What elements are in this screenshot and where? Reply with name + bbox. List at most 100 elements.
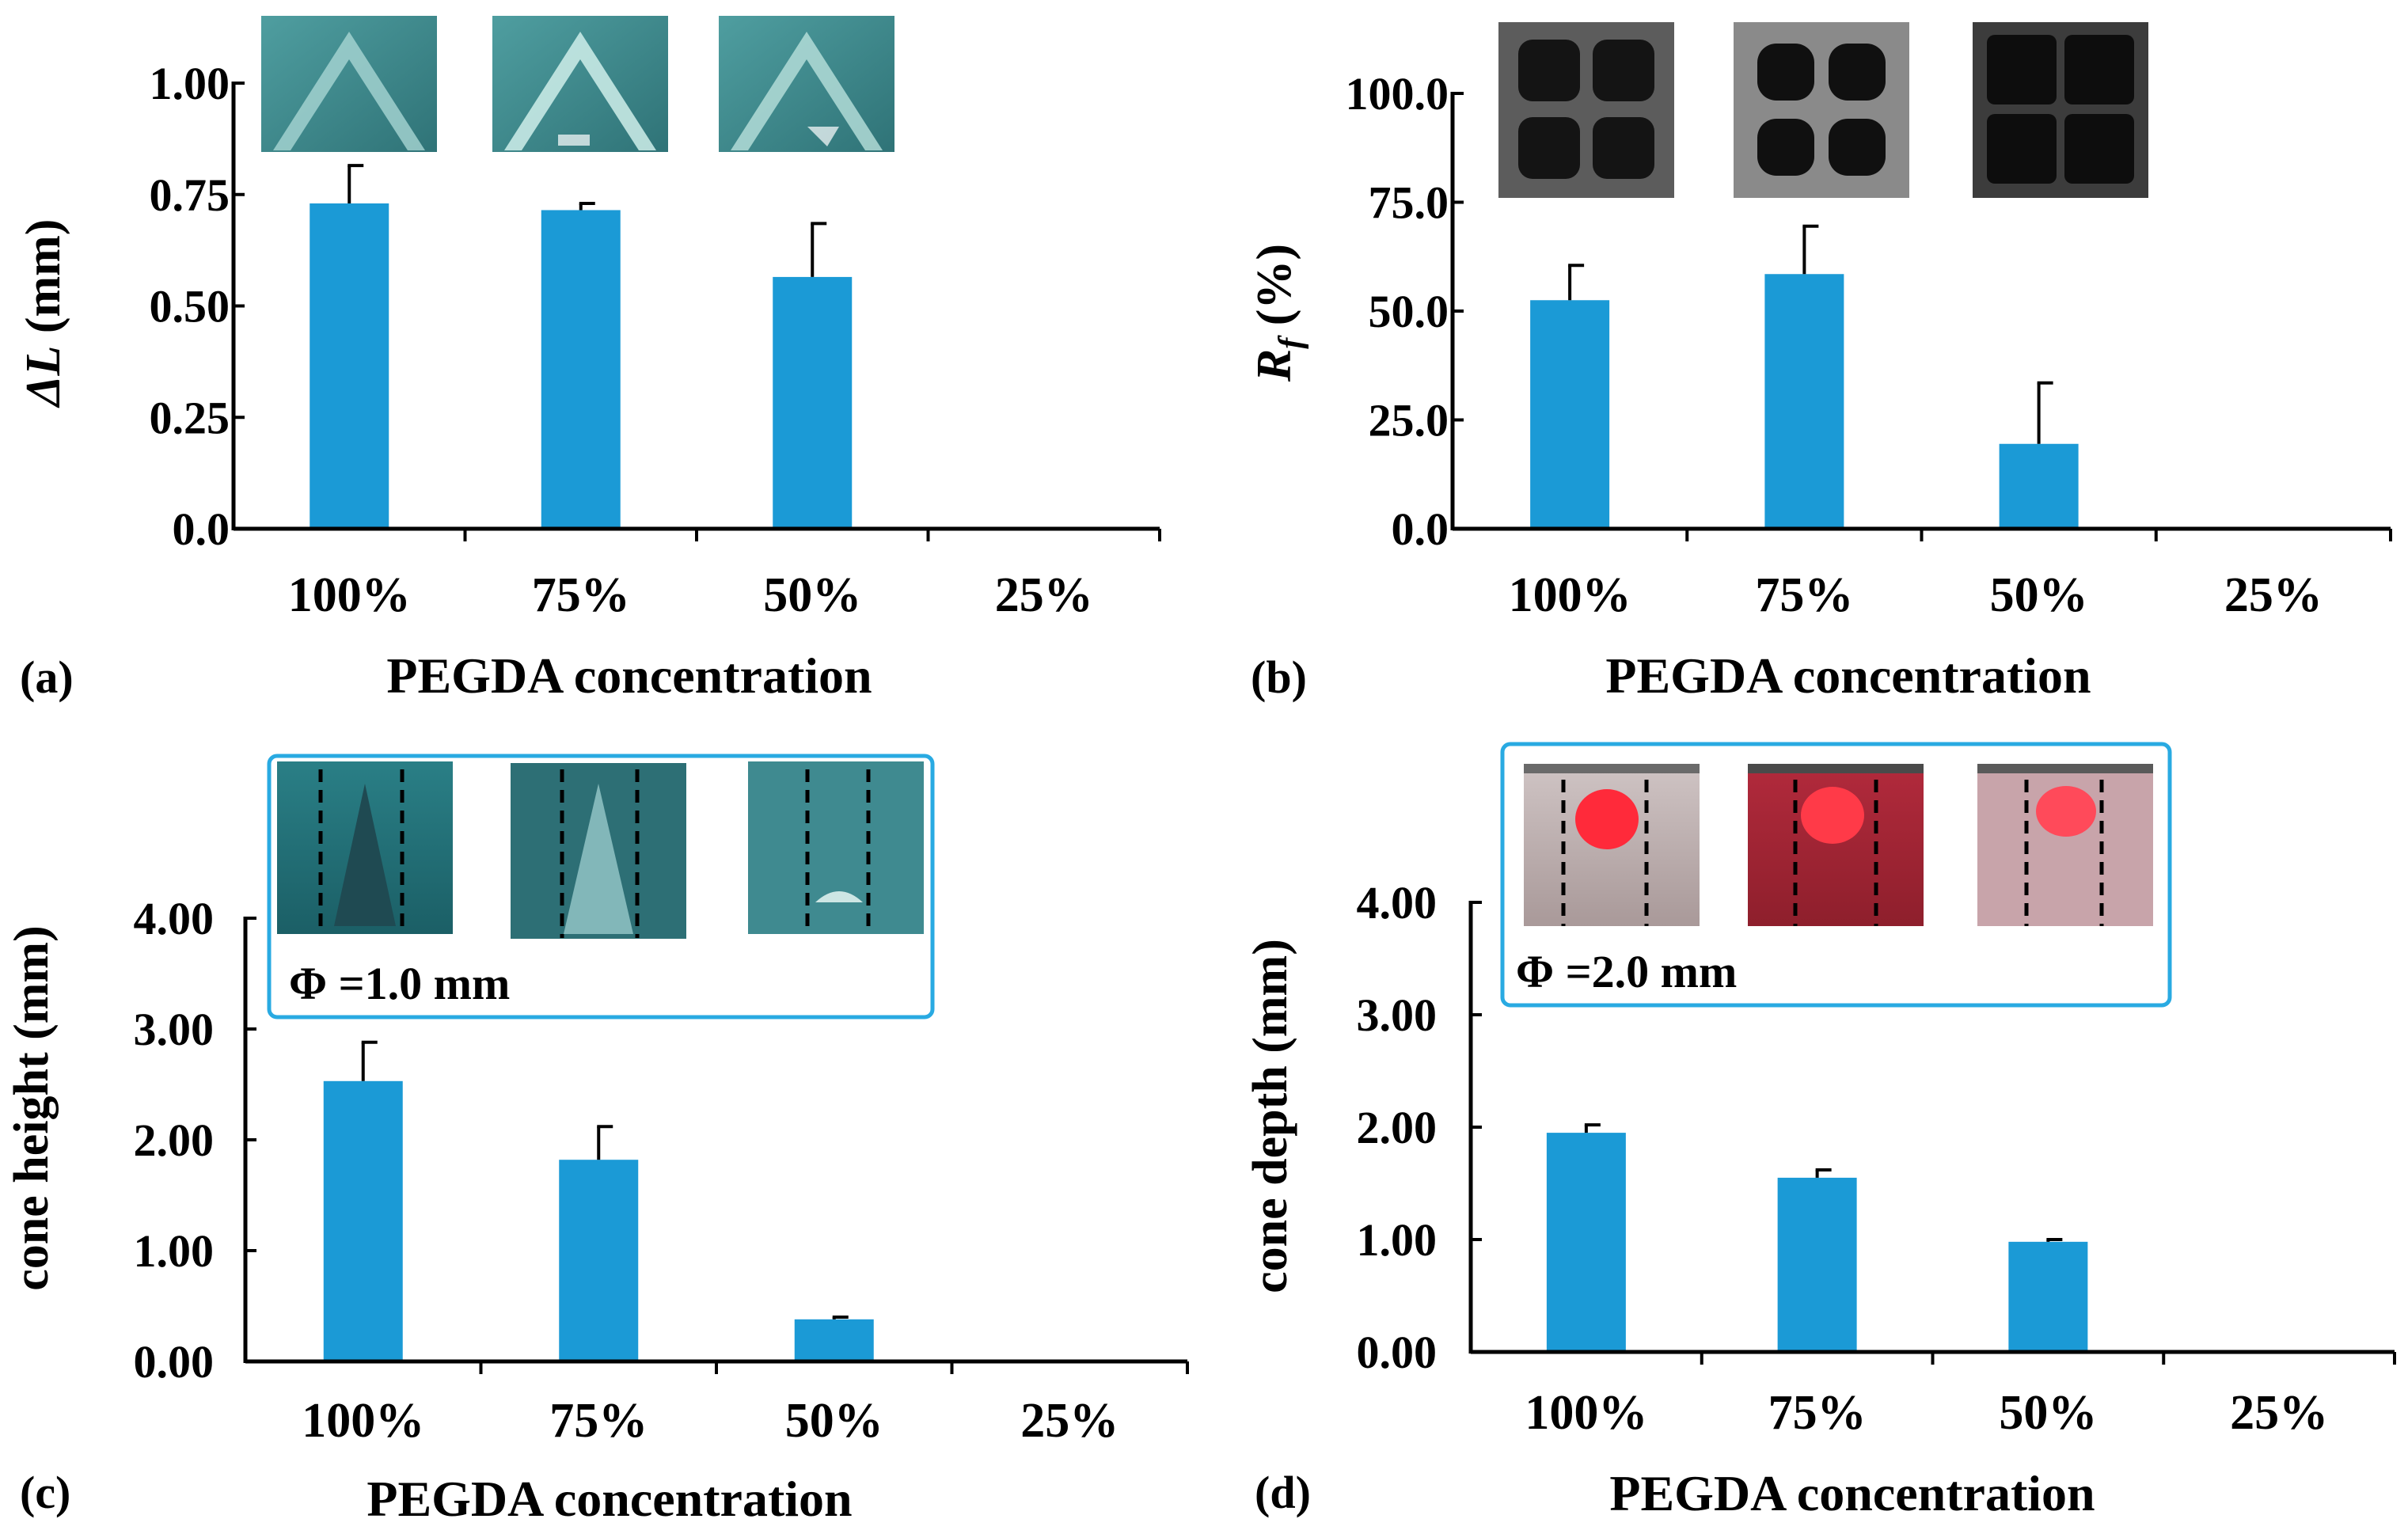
panel-b-yaxis-ticks: 0.0 25.0 50.0 75.0 100.0 bbox=[1346, 68, 1449, 555]
inset-photo-a-100 bbox=[261, 16, 437, 152]
inset-photo-b-50 bbox=[1973, 22, 2148, 198]
panel-c-insets bbox=[277, 761, 924, 939]
bar-b-0 bbox=[1530, 300, 1610, 529]
inset-photo-a-75 bbox=[492, 16, 668, 152]
panel-b-bars bbox=[1530, 224, 2079, 529]
y-tick-label-b-1: 25.0 bbox=[1369, 395, 1449, 446]
panel-d-bars bbox=[1546, 1123, 2088, 1352]
category-label-d-0: 100% bbox=[1525, 1386, 1647, 1440]
y-tick-label-a-3: 0.75 bbox=[150, 169, 230, 221]
category-label-c-1: 75% bbox=[549, 1394, 648, 1448]
inset-photo-a-50 bbox=[719, 16, 894, 152]
panel-d-xlabel: PEGDA concentration bbox=[1609, 1465, 2095, 1521]
panel-d-label: (d) bbox=[1255, 1467, 1311, 1518]
inset-photo-c-75 bbox=[511, 763, 686, 939]
y-tick-label-b-0: 0.0 bbox=[1392, 503, 1449, 555]
category-label-a-3: 25% bbox=[995, 568, 1093, 622]
y-tick-label-a-1: 0.25 bbox=[150, 392, 230, 443]
panel-b: 0.0 25.0 50.0 75.0 100.0 100% 75% 50% 25% Rf (%… bbox=[1248, 22, 2392, 704]
category-label-b-2: 50% bbox=[1990, 568, 2088, 622]
panel-c-yaxis-ticks: 0.00 1.00 2.00 3.00 4.00 bbox=[134, 893, 215, 1388]
panel-d-categories: 100% 75% 50% 25% bbox=[1525, 1386, 2328, 1440]
category-label-c-3: 25% bbox=[1020, 1394, 1119, 1448]
bar-d-1 bbox=[1777, 1177, 1857, 1352]
panel-c: Φ =1.0 mm 0.00 1.00 2.00 3.00 4.00 100% 75% 50… bbox=[5, 754, 1189, 1527]
category-label-b-3: 25% bbox=[2224, 568, 2323, 622]
panel-a-label: (a) bbox=[20, 651, 74, 703]
bar-b-2 bbox=[1999, 443, 2079, 529]
inset-photo-d-75 bbox=[1748, 764, 1924, 926]
panel-c-inset-frame bbox=[267, 754, 935, 1020]
inset-photo-d-100 bbox=[1524, 764, 1700, 926]
bar-d-0 bbox=[1546, 1133, 1626, 1352]
category-label-b-1: 75% bbox=[1755, 568, 1853, 622]
panel-b-categories: 100% 75% 50% 25% bbox=[1509, 568, 2323, 622]
bar-c-1 bbox=[559, 1160, 639, 1361]
y-tick-label-c-3: 3.00 bbox=[134, 1004, 215, 1055]
panel-a-bars bbox=[310, 164, 853, 529]
panel-b-insets bbox=[1498, 22, 2148, 198]
bar-a-1 bbox=[541, 210, 621, 529]
panel-c-axes bbox=[243, 917, 1189, 1374]
panel-d: Φ =2.0 mm 0.00 1.00 2.00 3.00 4.00 100% 75% 50… bbox=[1244, 742, 2396, 1521]
panel-a-insets bbox=[261, 16, 894, 152]
panel-d-insets bbox=[1524, 764, 2153, 926]
y-tick-label-c-0: 0.00 bbox=[134, 1336, 215, 1388]
panel-c-label: (c) bbox=[20, 1467, 70, 1518]
y-tick-label-d-2: 2.00 bbox=[1357, 1102, 1438, 1153]
bar-c-2 bbox=[794, 1319, 874, 1361]
category-label-b-0: 100% bbox=[1509, 568, 1631, 622]
bar-a-2 bbox=[773, 276, 853, 529]
category-label-d-2: 50% bbox=[1999, 1386, 2097, 1440]
panel-c-diameter-note: Φ =1.0 mm bbox=[289, 958, 510, 1009]
panel-b-label: (b) bbox=[1251, 651, 1307, 703]
category-label-d-3: 25% bbox=[2230, 1386, 2328, 1440]
panel-d-yaxis-ticks: 0.00 1.00 2.00 3.00 4.00 bbox=[1357, 877, 1438, 1378]
category-label-a-0: 100% bbox=[288, 568, 411, 622]
panel-a-xlabel: PEGDA concentration bbox=[386, 647, 872, 704]
bar-c-0 bbox=[323, 1080, 403, 1361]
inset-photo-b-75 bbox=[1734, 22, 1909, 198]
y-tick-label-b-2: 50.0 bbox=[1369, 286, 1449, 337]
inset-photo-d-50 bbox=[1977, 764, 2153, 926]
y-tick-label-c-4: 4.00 bbox=[134, 893, 215, 944]
panel-a-axes bbox=[231, 82, 1161, 541]
panel-a-categories: 100% 75% 50% 25% bbox=[288, 568, 1093, 622]
y-tick-label-a-4: 1.00 bbox=[150, 58, 230, 109]
category-label-a-1: 75% bbox=[532, 568, 630, 622]
y-tick-label-c-1: 1.00 bbox=[134, 1225, 215, 1277]
inset-photo-c-100 bbox=[277, 761, 453, 934]
bar-b-1 bbox=[1764, 274, 1844, 529]
category-label-c-2: 50% bbox=[785, 1394, 883, 1448]
inset-photo-c-50 bbox=[748, 761, 924, 934]
panel-b-xlabel: PEGDA concentration bbox=[1605, 647, 2091, 704]
panel-a-ylabel: ΔL (mm) bbox=[17, 219, 70, 409]
panel-c-categories: 100% 75% 50% 25% bbox=[302, 1394, 1119, 1448]
y-tick-label-b-4: 100.0 bbox=[1346, 68, 1449, 120]
category-label-c-0: 100% bbox=[302, 1394, 424, 1448]
inset-photo-b-100 bbox=[1498, 22, 1674, 198]
panel-d-axes bbox=[1468, 901, 2396, 1365]
panel-d-diameter-note: Φ =2.0 mm bbox=[1516, 946, 1737, 997]
y-tick-label-d-0: 0.00 bbox=[1357, 1327, 1438, 1378]
category-label-d-1: 75% bbox=[1768, 1386, 1867, 1440]
panel-b-ylabel: Rf (%) bbox=[1248, 244, 1309, 382]
panel-c-xlabel: PEGDA concentration bbox=[367, 1471, 852, 1527]
y-tick-label-a-2: 0.50 bbox=[150, 281, 230, 332]
panel-a: 0.0 0.25 0.50 0.75 1.00 100% 75% 50% 25% ΔL (mm… bbox=[17, 16, 1161, 704]
panel-c-bars bbox=[323, 1040, 874, 1361]
y-tick-label-d-1: 1.00 bbox=[1357, 1214, 1438, 1266]
y-tick-label-d-3: 3.00 bbox=[1357, 989, 1438, 1041]
bar-a-0 bbox=[310, 203, 389, 529]
bar-d-2 bbox=[2008, 1241, 2088, 1352]
panel-d-inset-frame bbox=[1500, 742, 2172, 1008]
y-tick-label-b-3: 75.0 bbox=[1369, 177, 1449, 229]
y-tick-label-d-4: 4.00 bbox=[1357, 877, 1438, 928]
panel-c-ylabel: cone height (mm) bbox=[5, 925, 59, 1290]
y-tick-label-a-0: 0.0 bbox=[173, 503, 230, 555]
panel-a-yaxis-ticks: 0.0 0.25 0.50 0.75 1.00 bbox=[150, 58, 230, 555]
panel-b-axes bbox=[1450, 92, 2392, 541]
y-tick-label-c-2: 2.00 bbox=[134, 1114, 215, 1166]
category-label-a-2: 50% bbox=[763, 568, 861, 622]
